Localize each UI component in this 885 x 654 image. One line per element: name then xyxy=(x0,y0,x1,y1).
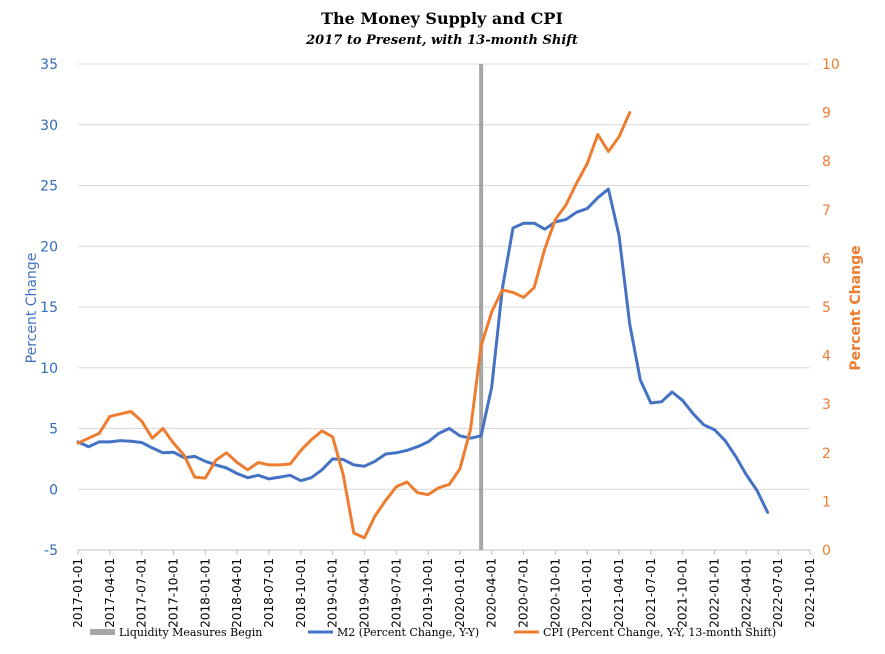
left-y-axis-label: Percent Change xyxy=(24,253,40,364)
right-y-tick-label: 5 xyxy=(822,300,831,316)
left-y-tick-label: -5 xyxy=(44,543,58,559)
gridlines xyxy=(78,63,810,551)
x-tick-label: 2018-04-01 xyxy=(230,558,244,628)
x-tick-label: 2019-04-01 xyxy=(357,558,371,628)
series-lines xyxy=(76,111,770,540)
x-tick-label: 2017-07-01 xyxy=(135,558,149,628)
right-y-tick-label: 1 xyxy=(822,494,831,510)
x-tick-label: 2020-10-01 xyxy=(548,558,562,628)
left-y-tick-label: 10 xyxy=(40,361,58,377)
left-y-tick-label: 30 xyxy=(40,118,58,134)
right-y-tick-label: 8 xyxy=(822,154,831,170)
x-tick-label: 2017-01-01 xyxy=(71,558,85,628)
x-tick-label: 2017-10-01 xyxy=(166,558,180,628)
x-tick-label: 2022-04-01 xyxy=(739,558,753,628)
x-tick-label: 2020-01-01 xyxy=(453,558,467,628)
x-tick-label: 2018-01-01 xyxy=(198,558,212,628)
legend-label: M2 (Percent Change, Y-Y) xyxy=(337,626,479,639)
cpi-series-line xyxy=(76,111,632,540)
chart-subtitle: 2017 to Present, with 13-month Shift xyxy=(305,33,578,48)
x-axis: 2017-01-01 2017-04-01 2017-07-01 2017-10-01… xyxy=(71,550,817,628)
x-tick-label: 2019-10-01 xyxy=(421,558,435,628)
x-tick-label: 2020-07-01 xyxy=(517,558,531,628)
x-tick-label: 2021-01-01 xyxy=(580,558,594,628)
right-y-tick-label: 2 xyxy=(822,446,831,462)
left-y-tick-label: 15 xyxy=(40,300,58,316)
right-y-tick-label: 9 xyxy=(822,106,831,122)
right-y-tick-label: 6 xyxy=(822,251,831,267)
x-tick-label: 2022-10-01 xyxy=(803,558,817,628)
right-y-axis: 0 1 2 3 4 5 6 7 8 9 10 xyxy=(822,57,840,559)
right-y-tick-label: 7 xyxy=(822,203,831,219)
x-tick-label: 2021-04-01 xyxy=(612,558,626,628)
x-tick-label: 2020-04-01 xyxy=(485,558,499,628)
left-y-tick-label: 0 xyxy=(49,482,58,498)
m2-series-line xyxy=(76,187,770,514)
right-y-tick-label: 3 xyxy=(822,397,831,413)
right-y-tick-label: 10 xyxy=(822,57,840,73)
left-y-tick-label: 25 xyxy=(40,179,58,195)
x-tick-label: 2022-07-01 xyxy=(771,558,785,628)
right-y-axis-label: Percent Change xyxy=(848,245,864,370)
legend-label: CPI (Percent Change, Y-Y, 13-month Shift… xyxy=(543,626,776,639)
legend: Liquidity Measures Begin M2 (Percent Chan… xyxy=(90,626,776,639)
chart-title: The Money Supply and CPI xyxy=(321,9,563,28)
legend-label: Liquidity Measures Begin xyxy=(119,626,262,639)
x-tick-label: 2018-07-01 xyxy=(262,558,276,628)
right-y-tick-label: 0 xyxy=(822,543,831,559)
x-tick-label: 2021-10-01 xyxy=(676,558,690,628)
x-tick-label: 2021-07-01 xyxy=(644,558,658,628)
x-tick-label: 2018-10-01 xyxy=(294,558,308,628)
right-y-tick-label: 4 xyxy=(822,349,831,365)
x-tick-label: 2022-01-01 xyxy=(708,558,722,628)
x-tick-label: 2019-07-01 xyxy=(389,558,403,628)
left-y-tick-label: 35 xyxy=(40,57,58,73)
left-y-axis: -5 0 5 10 15 20 25 30 35 xyxy=(40,57,58,559)
left-y-tick-label: 20 xyxy=(40,239,58,255)
left-y-tick-label: 5 xyxy=(49,422,58,438)
x-tick-label: 2017-04-01 xyxy=(103,558,117,628)
x-tick-label: 2019-01-01 xyxy=(326,558,340,628)
